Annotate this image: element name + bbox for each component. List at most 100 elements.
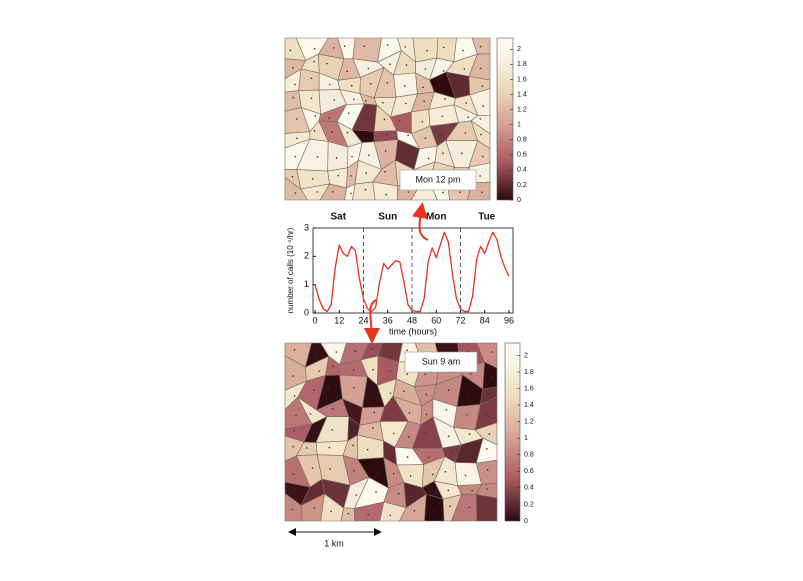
site [373, 396, 375, 398]
site [294, 488, 296, 491]
site [332, 365, 334, 368]
site [292, 96, 295, 99]
site [347, 112, 350, 114]
colorbar-label: 1.2 [524, 418, 534, 425]
site [353, 98, 355, 101]
site [313, 60, 315, 63]
site [409, 475, 412, 477]
colorbar-label: 1.6 [517, 76, 527, 83]
site [366, 137, 369, 140]
colorbar-label: 0.8 [524, 452, 534, 459]
site [449, 505, 451, 508]
site [352, 369, 355, 371]
site [351, 412, 353, 414]
site [347, 512, 350, 515]
site [365, 172, 368, 174]
site [295, 414, 297, 417]
site [482, 105, 485, 107]
site [311, 178, 314, 180]
arrow [363, 299, 380, 344]
x-tick-label: 48 [407, 315, 417, 325]
site [442, 70, 445, 72]
site [479, 118, 482, 120]
map-label: Sun 9 am [422, 356, 461, 366]
site [444, 470, 447, 473]
site [373, 411, 376, 414]
site [424, 137, 427, 140]
site [447, 389, 450, 392]
y-tick-label: 3 [304, 222, 309, 232]
label-box [399, 169, 477, 191]
site [355, 494, 358, 496]
site [485, 391, 488, 394]
y-tick-label: 2 [304, 251, 309, 261]
site [386, 81, 389, 84]
site [346, 70, 348, 73]
site [331, 490, 334, 492]
site [337, 174, 340, 177]
site [332, 191, 334, 193]
site [316, 156, 319, 158]
site [326, 62, 328, 65]
site [445, 408, 448, 411]
site [368, 154, 370, 157]
series-line [314, 231, 510, 313]
site [426, 49, 428, 52]
site [384, 150, 387, 152]
site [310, 97, 313, 100]
site [406, 155, 408, 158]
site [353, 386, 355, 389]
site [423, 431, 426, 433]
site [350, 84, 353, 87]
site [331, 131, 333, 133]
site [305, 447, 308, 449]
site [294, 155, 297, 158]
site [383, 170, 386, 173]
site [479, 175, 481, 177]
cell [393, 72, 418, 98]
site [366, 448, 369, 451]
site [389, 63, 391, 66]
site [447, 489, 450, 492]
site [450, 450, 453, 453]
site [422, 86, 424, 89]
day-label: Tue [478, 212, 495, 223]
site [440, 134, 442, 137]
site [406, 373, 409, 375]
site [292, 445, 294, 448]
site [295, 118, 298, 120]
site [293, 395, 296, 397]
site [376, 472, 379, 474]
colorbar-label: 2 [524, 352, 528, 359]
plot-frame [312, 227, 514, 314]
site [364, 188, 367, 191]
site [385, 193, 388, 196]
site [467, 116, 469, 118]
site [471, 490, 473, 492]
site [423, 100, 425, 103]
colorbar-label: 0.4 [517, 167, 527, 174]
site [328, 446, 331, 449]
site [311, 467, 314, 469]
site [352, 444, 354, 447]
site [293, 349, 296, 351]
site [328, 83, 331, 86]
site [416, 491, 419, 494]
site [382, 101, 384, 104]
site [367, 513, 370, 516]
top-map: 0 0.2 0.4 0.6 0.8 1 1.2 1.4 1.6 1.8 2 Mon 12 pm [284, 37, 527, 204]
site [391, 407, 393, 410]
site [330, 510, 332, 513]
site [389, 392, 392, 395]
site [404, 46, 407, 48]
site [331, 429, 334, 431]
site [333, 99, 336, 101]
scale-label: 1 km [324, 538, 344, 548]
site [424, 373, 426, 376]
site [486, 469, 489, 471]
cell [436, 37, 457, 63]
colorbar-label: 1 [524, 435, 528, 442]
site [335, 351, 338, 353]
y-tick-label: 0 [304, 307, 309, 317]
site [468, 433, 471, 435]
